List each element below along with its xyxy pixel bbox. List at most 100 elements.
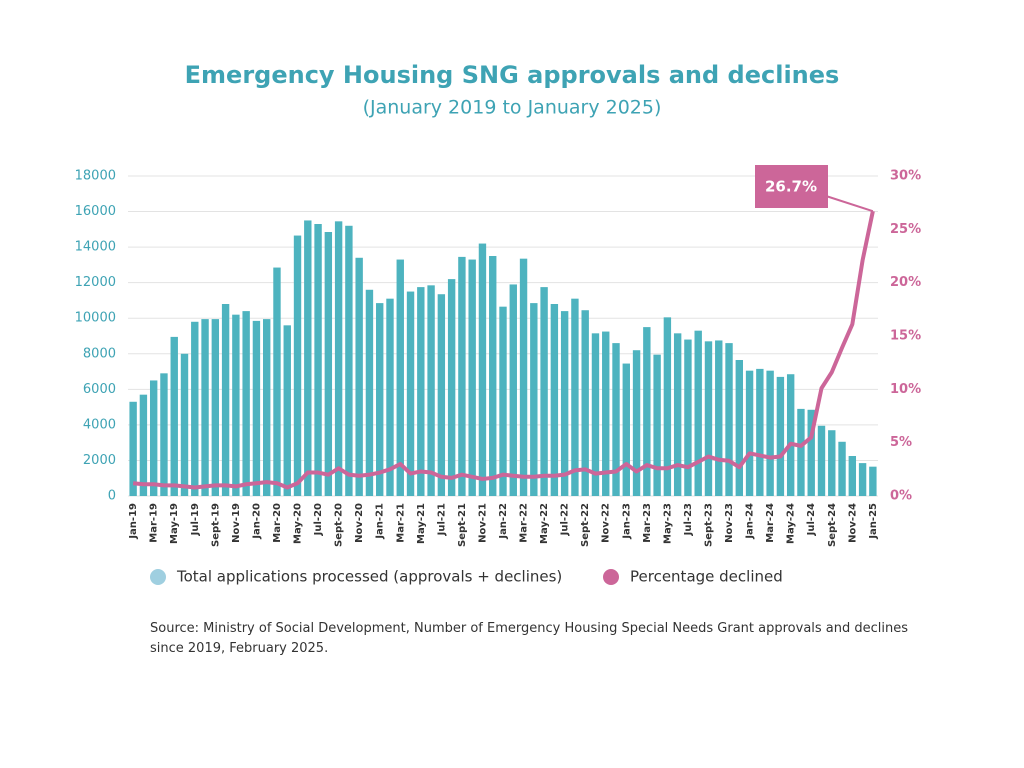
x-tick-label: Jul-19 bbox=[190, 503, 201, 536]
data-label: 26.7% bbox=[765, 178, 817, 196]
bar bbox=[355, 257, 363, 496]
bar bbox=[396, 259, 404, 496]
x-tick-label: Jan-25 bbox=[868, 503, 879, 540]
y-tick-label: 16000 bbox=[75, 204, 116, 219]
bar bbox=[756, 368, 764, 496]
bar bbox=[540, 287, 548, 496]
x-tick-label: Jan-22 bbox=[498, 503, 509, 540]
bar bbox=[632, 350, 641, 496]
bar bbox=[786, 374, 795, 496]
bar bbox=[293, 235, 302, 497]
bar bbox=[232, 314, 240, 496]
bar bbox=[345, 225, 353, 496]
x-tick-label: Jul-20 bbox=[313, 503, 324, 536]
bar bbox=[201, 319, 209, 496]
x-tick-label: Mar-22 bbox=[519, 503, 530, 543]
bar bbox=[376, 303, 384, 496]
y2-tick-label: 10% bbox=[890, 382, 921, 397]
bar bbox=[427, 285, 435, 496]
bar bbox=[602, 331, 610, 496]
bar bbox=[263, 319, 271, 496]
bar bbox=[314, 224, 322, 496]
bar bbox=[324, 232, 333, 496]
bar bbox=[160, 373, 168, 496]
bar bbox=[776, 376, 785, 496]
x-tick-label: Nov-21 bbox=[477, 503, 488, 543]
bar bbox=[673, 333, 682, 496]
source-line: Source: Ministry of Social Development, … bbox=[150, 621, 908, 636]
bar bbox=[653, 354, 661, 496]
bar bbox=[766, 370, 774, 496]
bar bbox=[519, 258, 528, 496]
bar bbox=[838, 441, 846, 496]
x-tick-label: Nov-24 bbox=[847, 503, 858, 543]
y-tick-label: 6000 bbox=[83, 382, 116, 397]
bar bbox=[571, 298, 579, 496]
bar bbox=[221, 304, 230, 496]
bar bbox=[211, 319, 220, 496]
bar bbox=[406, 291, 415, 496]
bar bbox=[252, 320, 261, 496]
bar bbox=[417, 287, 425, 496]
legend-marker bbox=[150, 569, 166, 585]
bar bbox=[715, 340, 723, 496]
y2-tick-label: 30% bbox=[890, 169, 921, 184]
legend-marker bbox=[603, 569, 619, 585]
source-note: Source: Ministry of Social Development, … bbox=[150, 621, 908, 656]
x-tick-label: Jan-24 bbox=[745, 503, 756, 540]
x-tick-label: Sept-21 bbox=[457, 503, 468, 547]
bar bbox=[437, 294, 446, 496]
x-tick-label: May-21 bbox=[416, 503, 427, 544]
x-tick-label: Mar-21 bbox=[395, 503, 406, 543]
bar bbox=[304, 220, 312, 496]
x-tick-label: Jul-23 bbox=[683, 503, 694, 536]
chart-title: Emergency Housing SNG approvals and decl… bbox=[185, 61, 840, 89]
bar bbox=[643, 327, 651, 496]
x-tick-label: Nov-23 bbox=[724, 503, 735, 543]
y2-tick-label: 20% bbox=[890, 275, 921, 290]
bar bbox=[694, 330, 702, 496]
x-tick-label: May-20 bbox=[293, 503, 304, 544]
x-tick-label: Mar-24 bbox=[765, 503, 776, 543]
y-tick-label: 8000 bbox=[83, 346, 116, 361]
bar bbox=[334, 221, 343, 497]
y-tick-label: 2000 bbox=[83, 453, 116, 468]
annotation-leader bbox=[825, 195, 874, 213]
bar bbox=[365, 289, 374, 496]
y2-tick-label: 0% bbox=[890, 489, 912, 504]
bar bbox=[478, 243, 487, 496]
y-tick-label: 10000 bbox=[75, 311, 116, 326]
bar bbox=[509, 284, 517, 496]
legend-label: Percentage declined bbox=[630, 568, 783, 586]
line bbox=[132, 210, 875, 490]
bar bbox=[797, 408, 805, 496]
y-tick-label: 14000 bbox=[75, 240, 116, 255]
y-tick-label: 4000 bbox=[83, 417, 116, 432]
x-tick-label: May-24 bbox=[786, 503, 797, 544]
bar bbox=[489, 256, 497, 496]
x-tick-label: Nov-20 bbox=[354, 503, 365, 543]
bar bbox=[828, 430, 836, 496]
bar bbox=[745, 370, 754, 496]
x-tick-label: May-19 bbox=[169, 503, 180, 544]
x-tick-label: Sept-22 bbox=[580, 503, 591, 547]
bar bbox=[817, 425, 826, 496]
bar bbox=[149, 380, 158, 496]
x-tick-label: May-22 bbox=[539, 503, 550, 544]
x-tick-label: Sept-19 bbox=[210, 503, 221, 547]
y-tick-label: 18000 bbox=[75, 169, 116, 184]
bar bbox=[848, 456, 857, 496]
source-line: since 2019, February 2025. bbox=[150, 641, 328, 656]
x-tick-label: Jan-23 bbox=[621, 503, 632, 540]
bar bbox=[170, 336, 178, 496]
bar bbox=[283, 325, 291, 496]
y-tick-label: 12000 bbox=[75, 275, 116, 290]
legend-label: Total applications processed (approvals … bbox=[176, 568, 562, 586]
x-tick-label: Sept-23 bbox=[703, 503, 714, 547]
y2-tick-label: 15% bbox=[890, 329, 921, 344]
bar bbox=[725, 343, 733, 496]
x-tick-label: Jan-21 bbox=[375, 503, 386, 540]
x-tick-label: Jul-24 bbox=[806, 503, 817, 536]
bar bbox=[612, 343, 620, 496]
